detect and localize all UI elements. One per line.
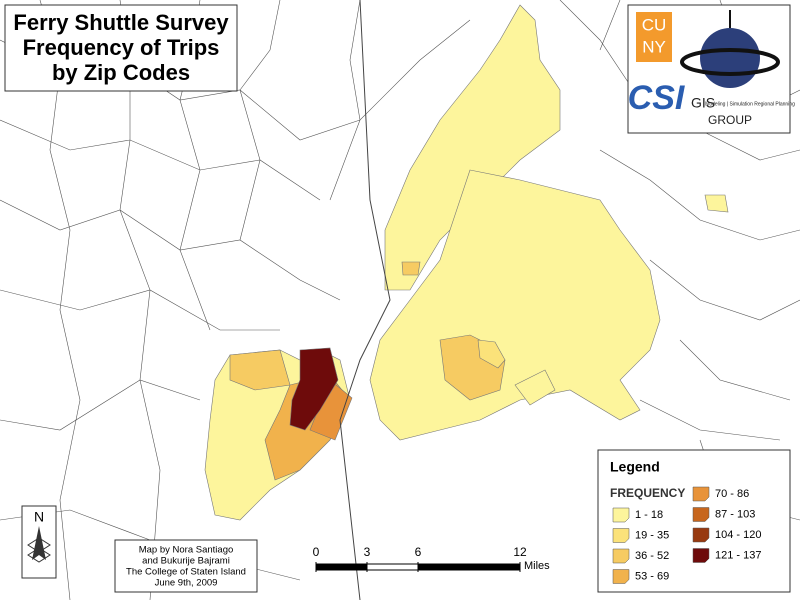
legend-title: Legend <box>610 459 660 475</box>
legend-swatch <box>692 527 710 543</box>
legend-swatch <box>692 486 710 502</box>
legend-swatch <box>612 507 630 523</box>
credits-box <box>114 539 258 593</box>
zip-areas <box>204 4 729 521</box>
legend-swatch <box>612 569 630 584</box>
brooklyn-queens <box>369 169 661 441</box>
zip-area <box>704 194 729 213</box>
legend-label: 19 - 35 <box>635 529 669 541</box>
credit-line: Map by Nora Santiago <box>139 545 234 556</box>
zip-area <box>401 261 421 276</box>
zip-area <box>514 369 556 406</box>
scale-label: 0 <box>313 545 320 559</box>
legend-label: 53 - 69 <box>635 570 669 582</box>
zip-area <box>477 339 506 369</box>
shoreline <box>339 0 391 600</box>
orbit <box>680 48 780 76</box>
scale-label: 12 <box>513 545 527 559</box>
credit-line: June 9th, 2009 <box>155 578 218 589</box>
legend-swatch <box>692 507 710 522</box>
scale-label: 6 <box>415 545 422 559</box>
scale-segment <box>418 564 520 570</box>
credit-line: and Bukurije Bajrami <box>142 556 230 567</box>
logo-text: GROUP <box>708 113 752 127</box>
logo-text: Modeling | Simulation Regional Planning <box>705 101 795 107</box>
logo-text: NY <box>642 37 666 56</box>
legend-label: 36 - 52 <box>635 550 669 562</box>
legend-label: 87 - 103 <box>715 508 755 520</box>
title-box <box>4 4 238 92</box>
title-line: by Zip Codes <box>52 60 190 85</box>
legend-label: 121 - 137 <box>715 549 761 561</box>
legend-swatch <box>692 548 710 563</box>
legend-heading: FREQUENCY <box>610 486 685 500</box>
credit-line: The College of Staten Island <box>126 567 246 578</box>
legend-items: 1 - 18 19 - 35 36 - 52 53 - 69 70 - 86 87 - 1… <box>612 486 761 584</box>
scale-label: 3 <box>364 545 371 559</box>
zip-area <box>289 347 339 431</box>
title-line: Frequency of Trips <box>23 35 220 60</box>
legend-label: 104 - 120 <box>715 529 761 541</box>
legend-swatch <box>612 528 630 543</box>
north-label: N <box>34 509 44 525</box>
logo-text: CSI <box>628 79 686 117</box>
manhattan-bronx <box>384 4 561 291</box>
zip-area <box>229 349 291 391</box>
legend-label: 1 - 18 <box>635 509 663 521</box>
logo-text: GIS <box>691 95 715 111</box>
cuny-logo <box>636 12 672 62</box>
title-line: Ferry Shuttle Survey <box>13 10 229 35</box>
legend-label: 70 - 86 <box>715 488 749 500</box>
logo-text: CU <box>642 15 667 34</box>
scale-segment <box>316 564 367 570</box>
globe <box>700 28 760 88</box>
north-arrow <box>32 526 46 560</box>
scale-unit: Miles <box>524 560 550 572</box>
legend-swatch <box>612 548 630 564</box>
north-symbol <box>27 537 51 563</box>
